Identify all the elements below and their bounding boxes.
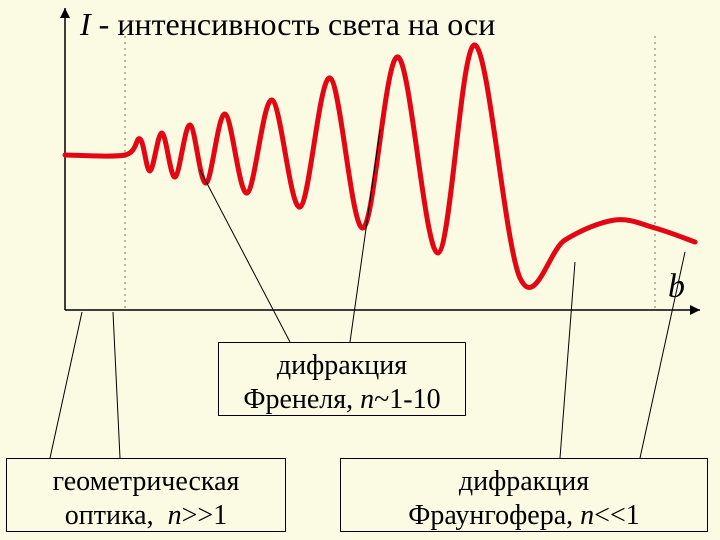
callout-geometric-optics-text: геометрическаяоптика, n>>1 bbox=[17, 465, 275, 532]
callout-geometric-optics: геометрическаяоптика, n>>1 bbox=[6, 458, 286, 532]
y-axis-title: I - интенсивность света на оси bbox=[80, 6, 495, 43]
callout-fraunhofer-diffraction-text: дифракцияФраунгофера, n<<1 bbox=[351, 465, 697, 532]
callout-fresnel-diffraction: дифракцияФренеля, n~1-10 bbox=[218, 342, 466, 416]
callout-fresnel-diffraction-text: дифракцияФренеля, n~1-10 bbox=[229, 349, 455, 416]
intensity-symbol: I bbox=[80, 6, 91, 42]
title-rest: - интенсивность света на оси bbox=[91, 6, 496, 42]
x-axis-label: b bbox=[668, 268, 685, 306]
callout-fraunhofer-diffraction: дифракцияФраунгофера, n<<1 bbox=[340, 458, 708, 532]
diagram-stage: I - интенсивность света на оси b геометр… bbox=[0, 0, 720, 540]
